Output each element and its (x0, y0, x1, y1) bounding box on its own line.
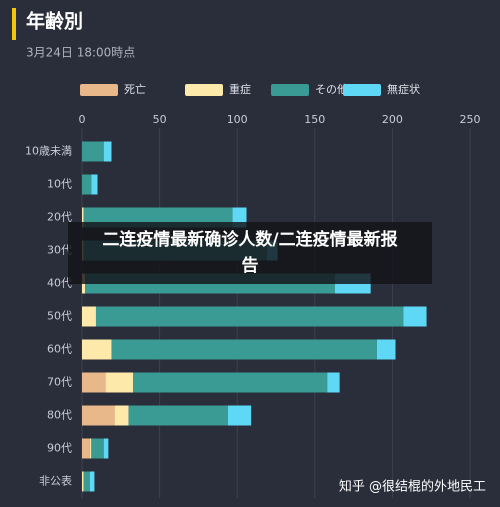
bar-segment (327, 372, 340, 393)
legend-swatch (185, 84, 223, 96)
bar-segment (91, 438, 104, 459)
bar-segment (82, 405, 115, 426)
y-tick-label: 50代 (47, 310, 72, 323)
x-tick-label: 250 (460, 113, 481, 126)
x-tick-label: 100 (227, 113, 248, 126)
y-tick-label: 90代 (47, 442, 72, 455)
y-tick-label: 30代 (47, 244, 72, 257)
y-tick-label: 60代 (47, 343, 72, 356)
bar-segment (82, 141, 104, 162)
y-tick-label: 10代 (47, 178, 72, 191)
bar-segment (82, 372, 106, 393)
bar-segment (91, 174, 98, 195)
legend-label: 重症 (229, 82, 251, 96)
bar-segment (82, 207, 84, 228)
y-tick-label: 非公表 (39, 474, 72, 488)
bar-segment (82, 306, 96, 327)
overlay-banner: 二连疫情最新确诊人数/二连疫情最新报告 (68, 222, 432, 284)
bar-segment (82, 438, 90, 459)
legend-swatch (80, 84, 118, 96)
legend-swatch (343, 84, 381, 96)
y-tick-label: 20代 (47, 211, 72, 224)
y-tick-label: 10歳未満 (25, 145, 72, 158)
legend-label: 死亡 (124, 82, 146, 96)
bar-segment (95, 306, 404, 327)
x-tick-label: 150 (304, 113, 325, 126)
bar-segment (105, 372, 134, 393)
y-tick-label: 70代 (47, 376, 72, 389)
bar-segment (376, 339, 396, 360)
legend-swatch (271, 84, 309, 96)
bar-segment (82, 339, 112, 360)
legend-label: その他 (315, 83, 348, 96)
x-tick-label: 50 (153, 113, 167, 126)
bar-segment (83, 471, 90, 492)
bar-segment (82, 174, 92, 195)
bar-segment (128, 405, 228, 426)
title-accent (12, 8, 16, 40)
bar-segment (111, 339, 377, 360)
chart-subtitle: 3月24日 18:00時点 (26, 46, 135, 60)
y-tick-label: 80代 (47, 409, 72, 422)
chart-title: 年齢別 (26, 10, 83, 33)
y-tick-label: 40代 (47, 277, 72, 290)
bar-segment (89, 471, 95, 492)
bar-segment (114, 405, 129, 426)
bar-segment (403, 306, 427, 327)
bar-segment (103, 438, 109, 459)
bar-segment (133, 372, 328, 393)
x-tick-label: 0 (79, 113, 86, 126)
bar-segment (89, 438, 92, 459)
legend-label: 無症状 (387, 82, 420, 96)
bar-segment (82, 471, 84, 492)
bar-segment (227, 405, 252, 426)
x-tick-label: 200 (382, 113, 403, 126)
bar-segment (103, 141, 112, 162)
watermark: 知乎 @很结棍的外地民工 (339, 479, 486, 495)
